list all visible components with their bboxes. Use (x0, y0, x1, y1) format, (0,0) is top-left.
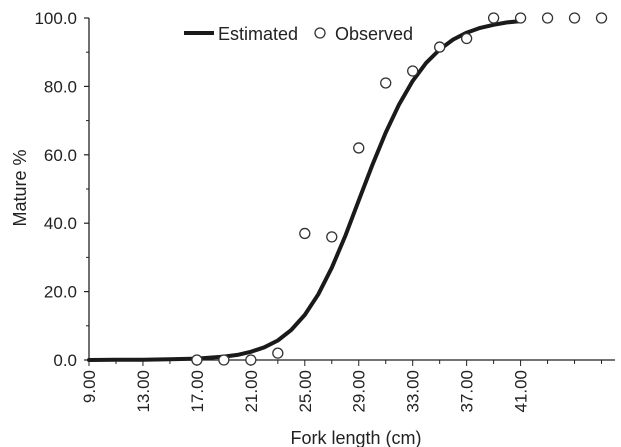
axes: 0.0 20.0 40.0 60.0 80.0 100.0 9.00 13.00 17.00 21… (34, 9, 615, 413)
y-tick-label: 0.0 (53, 351, 77, 370)
x-tick-label: 17.00 (188, 370, 207, 413)
observed-point (272, 347, 284, 359)
observed-point (326, 231, 338, 243)
observed-point (595, 12, 608, 24)
legend: Estimated Observed (184, 24, 413, 44)
observed-point (299, 227, 311, 240)
observed-markers-layer (191, 12, 608, 366)
y-tick-label: 100.0 (34, 9, 77, 28)
estimated-curve-layer (87, 19, 523, 362)
x-tick-label: 37.00 (458, 370, 477, 413)
legend-observed-label: Observed (335, 24, 413, 44)
x-tick-label: 33.00 (404, 370, 423, 413)
observed-point (487, 12, 500, 24)
x-axis-title: Fork length (cm) (290, 428, 421, 447)
estimated-curve (87, 19, 523, 362)
x-tick-label: 9.00 (80, 370, 99, 403)
observed-point (380, 77, 392, 89)
x-tick-label: 41.00 (512, 370, 531, 413)
observed-point (568, 12, 581, 24)
observed-point (407, 65, 419, 77)
x-tick-label: 13.00 (134, 370, 153, 413)
y-tick-label: 20.0 (44, 283, 77, 302)
x-tick-label: 25.00 (296, 370, 315, 413)
x-tick-label: 21.00 (242, 370, 261, 413)
y-tick-label: 60.0 (44, 146, 77, 165)
y-tick-label: 80.0 (44, 77, 77, 96)
observed-point (460, 32, 473, 45)
observed-point (245, 354, 257, 366)
x-tick-label: 29.00 (350, 370, 369, 413)
observed-point (514, 12, 527, 24)
observed-point (434, 41, 446, 53)
y-axis-title: Mature % (10, 149, 30, 226)
observed-point (353, 142, 365, 154)
observed-point (218, 354, 230, 366)
observed-point (541, 12, 554, 24)
y-tick-label: 40.0 (44, 214, 77, 233)
legend-estimated-label: Estimated (218, 24, 298, 44)
observed-point (191, 354, 203, 366)
legend-observed-marker (314, 27, 326, 39)
